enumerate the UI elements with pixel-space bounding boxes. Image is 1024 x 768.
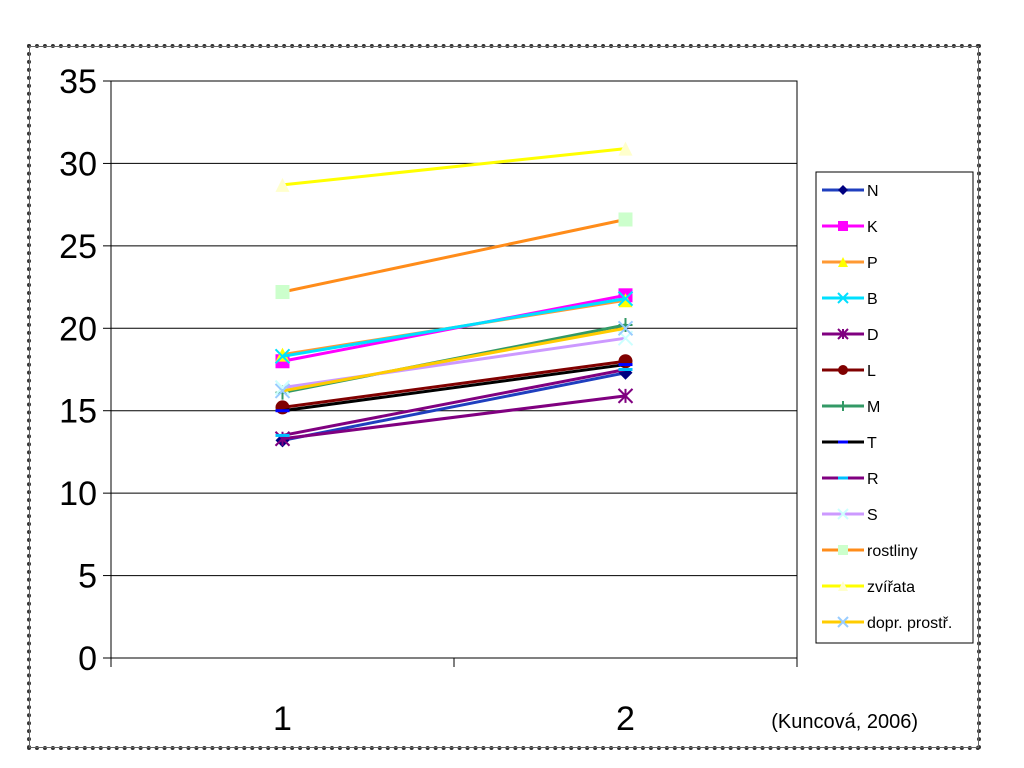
series-line <box>282 368 626 437</box>
marker-triangle <box>618 293 633 308</box>
legend-label: T <box>867 435 877 452</box>
series-rostliny <box>275 212 633 300</box>
marker-square <box>275 285 290 300</box>
y-tick-label: 0 <box>78 640 97 678</box>
marker-x <box>617 290 634 307</box>
chart-frame <box>27 44 981 750</box>
legend-item: rostliny <box>822 543 918 560</box>
marker-x <box>274 379 291 396</box>
gridlines <box>111 80 797 577</box>
marker-x <box>617 320 634 336</box>
marker-plus <box>838 401 848 411</box>
marker-star <box>837 328 849 340</box>
y-tick-label: 25 <box>59 228 97 266</box>
marker-triangle <box>275 347 290 362</box>
axes <box>103 80 798 667</box>
y-tick-labels: 0 5 10 15 20 25 30 35 <box>59 63 97 678</box>
legend-label: P <box>867 255 878 272</box>
legend-item: T <box>822 435 877 452</box>
legend-label: M <box>867 399 880 416</box>
y-tick-label: 30 <box>59 145 97 183</box>
series-R <box>275 368 633 437</box>
legend-item: R <box>822 471 879 488</box>
marker-square <box>838 221 848 231</box>
marker-square <box>838 545 848 555</box>
legend-item: N <box>822 183 879 200</box>
marker-triangle <box>838 257 848 267</box>
legend-label: N <box>867 183 879 200</box>
series-line <box>282 326 626 393</box>
marker-triangle <box>838 581 848 591</box>
series-line <box>282 147 626 187</box>
series-zvířata <box>275 141 633 192</box>
marker-x <box>837 616 849 628</box>
marker-triangle <box>275 177 290 192</box>
y-tick-label: 10 <box>59 475 97 513</box>
legend-item: P <box>822 255 878 272</box>
legend-item: dopr. prostř. <box>822 615 952 632</box>
legend-item: K <box>822 219 878 236</box>
marker-x <box>274 348 291 365</box>
legend-label: rostliny <box>867 543 918 560</box>
legend-label: S <box>867 507 878 524</box>
legend-label: R <box>867 471 879 488</box>
legend-label: L <box>867 363 876 380</box>
marker-x <box>274 383 291 399</box>
marker-circle <box>275 400 290 415</box>
marker-x <box>837 508 849 520</box>
legend-item: S <box>822 507 878 524</box>
series-dopr. prostř. <box>274 320 634 399</box>
marker-diamond <box>838 185 848 195</box>
series-line <box>282 371 626 442</box>
series-line <box>282 359 626 409</box>
marker-triangle <box>618 141 633 156</box>
marker-x <box>837 292 849 304</box>
series-line <box>282 218 626 294</box>
series-D <box>274 388 634 447</box>
series-line <box>282 297 626 358</box>
legend-item: L <box>822 363 876 380</box>
legend-item: M <box>822 399 880 416</box>
marker-square <box>618 212 633 227</box>
legend-item: B <box>822 291 878 308</box>
series-lines <box>274 141 634 448</box>
series-line <box>282 394 626 441</box>
legend-item: D <box>822 327 879 344</box>
x-tick-label: 1 <box>273 700 292 738</box>
legend-label: dopr. prostř. <box>867 615 952 632</box>
series-T <box>275 363 633 413</box>
x-tick-label: 2 <box>616 700 635 738</box>
y-tick-label: 5 <box>78 558 97 596</box>
legend-label: K <box>867 219 878 236</box>
series-B <box>274 290 634 365</box>
marker-circle <box>838 365 848 375</box>
legend-label: D <box>867 327 879 344</box>
y-tick-label: 20 <box>59 310 97 348</box>
marker-star <box>617 388 634 404</box>
legend-item: zvířata <box>822 579 915 596</box>
y-tick-label: 35 <box>59 63 97 101</box>
series-line <box>282 363 626 413</box>
source-citation: (Kuncová, 2006) <box>771 711 918 733</box>
legend-label: B <box>867 291 878 308</box>
legend-label: zvířata <box>867 579 915 596</box>
y-tick-label: 15 <box>59 393 97 431</box>
